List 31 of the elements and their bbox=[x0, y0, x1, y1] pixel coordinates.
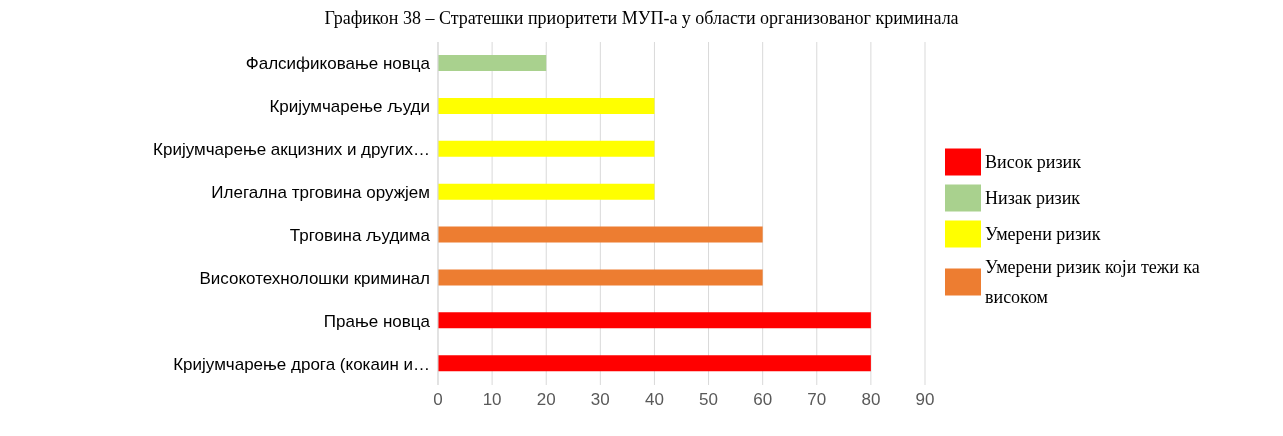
x-tick-label: 10 bbox=[482, 390, 502, 410]
legend-label: Умерени ризик bbox=[985, 223, 1102, 246]
chart-title: Графикон 38 – Стратешки приоритети МУП-а у области организованог криминала bbox=[323, 8, 960, 30]
bar bbox=[438, 355, 871, 372]
x-tick-label: 30 bbox=[590, 390, 610, 410]
bar bbox=[438, 97, 655, 114]
y-tick-label: Фалсификовање новца bbox=[245, 54, 431, 74]
x-tick-label: 90 bbox=[915, 390, 935, 410]
legend-label: Умерени ризик који тежи ка високом bbox=[985, 256, 1201, 309]
legend-label: Низак ризик bbox=[985, 187, 1082, 210]
y-tick-label: Илегална трговина оружјем bbox=[211, 183, 430, 203]
x-tick-label: 50 bbox=[699, 390, 719, 410]
x-tick-label: 70 bbox=[807, 390, 827, 410]
bar bbox=[438, 140, 655, 157]
x-tick-label: 80 bbox=[861, 390, 881, 410]
x-tick-label: 0 bbox=[433, 390, 443, 410]
x-tick-label: 60 bbox=[753, 390, 773, 410]
bar bbox=[438, 312, 871, 329]
bar bbox=[438, 226, 763, 243]
y-tick-label: Кријумчарење људи bbox=[269, 97, 430, 117]
x-tick-label: 20 bbox=[536, 390, 556, 410]
y-tick-label: Кријумчарење акцизних и других… bbox=[153, 140, 430, 160]
legend-label: Висок ризик bbox=[985, 151, 1082, 174]
bar bbox=[438, 269, 763, 286]
bar bbox=[438, 55, 547, 71]
y-tick-label: Кријумчарење дрога (кокаин и… bbox=[173, 354, 430, 374]
y-tick-label: Трговина људима bbox=[289, 225, 431, 245]
bar bbox=[438, 183, 655, 200]
x-tick-label: 40 bbox=[644, 390, 664, 410]
y-tick-label: Високотехнолошки криминал bbox=[199, 268, 430, 288]
y-tick-label: Прање новца bbox=[323, 311, 431, 331]
